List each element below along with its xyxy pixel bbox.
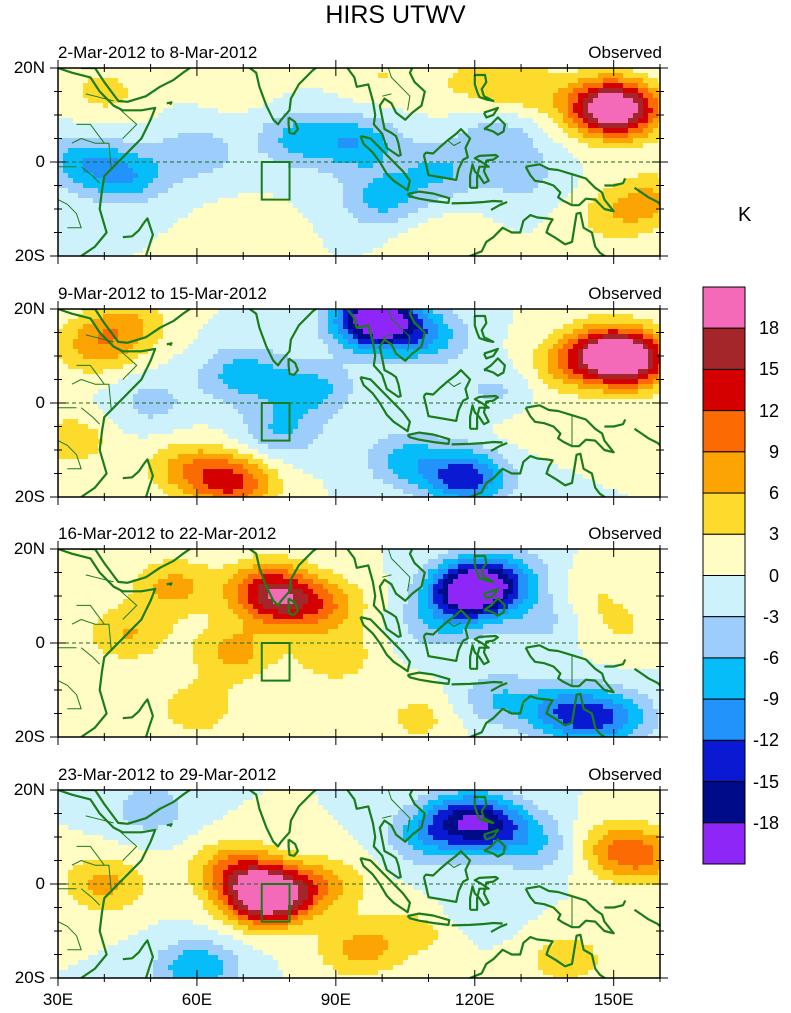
x-tick-label: 60E — [181, 990, 213, 1009]
map-panel-4 — [50, 782, 668, 986]
anomaly-field — [58, 68, 660, 256]
y-tick-label: 20S — [14, 246, 45, 265]
colorbar-swatch — [702, 698, 746, 741]
colorbar-level-label: 0 — [768, 565, 779, 586]
colorbar-swatch — [702, 451, 746, 494]
colorbar-swatch — [702, 616, 746, 659]
panel-label: Observed — [588, 284, 662, 303]
colorbar-swatch — [702, 575, 746, 618]
y-tick-label: 20N — [13, 58, 45, 77]
y-tick-label: 20S — [14, 968, 45, 987]
coastlines — [58, 68, 660, 256]
y-tick-label: 20N — [13, 299, 45, 318]
panel-label: Observed — [588, 765, 662, 784]
panel-period: 2-Mar-2012 to 8-Mar-2012 — [58, 43, 258, 62]
y-tick-label: 20N — [13, 780, 45, 799]
colorbar-swatch — [702, 327, 746, 370]
colorbar-level-label: -3 — [762, 606, 779, 627]
colorbar-swatch — [702, 822, 746, 865]
y-tick-label: 20S — [14, 487, 45, 506]
anomaly-field — [58, 549, 660, 737]
colorbar-swatches — [702, 286, 746, 865]
y-tick-label: 20S — [14, 727, 45, 746]
anomaly-field — [58, 790, 660, 978]
target-region-box — [260, 161, 291, 201]
map-panel-1 — [50, 60, 668, 264]
x-tick-label: 90E — [320, 990, 351, 1009]
colorbar-swatch — [702, 368, 746, 412]
coastlines — [58, 790, 660, 978]
panel-period: 9-Mar-2012 to 15-Mar-2012 — [58, 284, 267, 303]
colorbar-level-label: 9 — [768, 441, 779, 462]
y-tick-label: 0 — [35, 874, 45, 893]
y-tick-label: 0 — [35, 633, 45, 652]
panel-label: Observed — [588, 524, 662, 543]
colorbar-swatch — [702, 657, 746, 700]
colorbar-swatch — [702, 410, 746, 453]
colorbar-level-label: 12 — [758, 400, 779, 421]
panel-period: 16-Mar-2012 to 22-Mar-2012 — [58, 524, 277, 543]
chart-title: HIRS UTWV — [325, 1, 466, 29]
colorbar-level-label: -18 — [752, 812, 779, 833]
panel-label: Observed — [588, 43, 662, 62]
y-tick-label: 0 — [35, 393, 45, 412]
colorbar-level-label: -9 — [762, 689, 779, 710]
colorbar-level-label: 3 — [768, 524, 779, 545]
map-panel-2 — [50, 301, 668, 505]
colorbar-level-label: -12 — [752, 730, 779, 751]
colorbar-level-label: 15 — [758, 359, 779, 380]
colorbar-level-label: -15 — [752, 771, 779, 792]
x-tick-label: 120E — [454, 990, 495, 1009]
colorbar-level-label: -6 — [762, 647, 779, 668]
panel-period: 23-Mar-2012 to 29-Mar-2012 — [58, 765, 277, 784]
colorbar-swatch — [702, 286, 746, 329]
y-tick-label: 20N — [13, 539, 45, 558]
colorbar-level-label: 18 — [758, 318, 779, 339]
y-tick-label: 0 — [35, 152, 45, 171]
target-region-box — [260, 883, 291, 923]
colorbar-swatch — [702, 492, 746, 535]
map-panel-3 — [50, 541, 668, 745]
x-tick-label: 30E — [42, 990, 74, 1009]
colorbar-level-label: 6 — [768, 483, 779, 504]
target-region-box — [260, 402, 291, 442]
x-tick-label: 150E — [593, 990, 634, 1009]
target-region-box — [260, 642, 291, 682]
anomaly-field — [58, 309, 660, 497]
colorbar-unit: K — [738, 204, 752, 226]
coastlines — [58, 309, 660, 497]
colorbar-swatch — [702, 533, 746, 577]
coastlines — [58, 549, 660, 737]
